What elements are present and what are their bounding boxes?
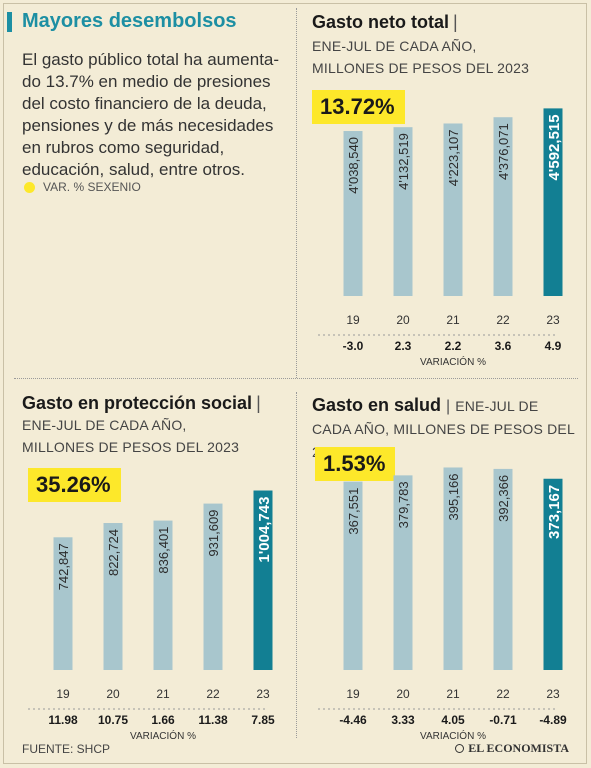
x-tick-label: 22 (496, 687, 510, 701)
bar-value-label: 4'376,071 (496, 123, 511, 180)
chart2-bars: 742,847 19 11.98 822,724 20 10.75 836,401 21 1.6… (28, 490, 275, 740)
main-title: Mayores desembolsos (22, 10, 237, 32)
variation-value: -4.89 (539, 713, 567, 727)
bar-value-label: 4'223,107 (446, 129, 461, 186)
x-tick-label: 21 (156, 687, 170, 701)
variation-value: 4.9 (545, 339, 562, 353)
bar-value-label: 1'004,743 (256, 497, 273, 563)
x-tick-label: 20 (396, 313, 410, 327)
x-tick-label: 19 (346, 687, 360, 701)
variation-value: -4.46 (339, 713, 367, 727)
x-tick-label: 21 (446, 687, 460, 701)
bar-value-label: 4'592,515 (546, 114, 563, 180)
x-tick-label: 22 (496, 313, 510, 327)
bar-value-label: 395,166 (446, 473, 461, 520)
x-tick-label: 22 (206, 687, 220, 701)
bar-value-label: 367,551 (346, 488, 361, 535)
chart3-bars: 367,551 19 -4.46 379,783 20 3.33 395,166 21 4.05… (318, 467, 567, 740)
bar-23 (543, 108, 563, 297)
bar-21 (443, 123, 463, 296)
variation-value: 10.75 (98, 713, 128, 727)
bar-value-label: 392,366 (496, 475, 511, 522)
panel-divider-horizontal (14, 378, 578, 379)
variation-value: -0.71 (489, 713, 517, 727)
variation-value: 2.2 (445, 339, 462, 353)
legend: VAR. % SEXENIO (24, 180, 141, 194)
bar-value-label: 742,847 (56, 543, 71, 590)
footer-source: FUENTE: SHCP (22, 742, 111, 756)
x-tick-label: 20 (106, 687, 120, 701)
bar-20 (103, 523, 123, 670)
bar-23 (253, 490, 273, 670)
bar-19 (343, 131, 363, 296)
bar-value-label: 379,783 (396, 481, 411, 528)
chart2-subtitle: ENE-JUL DE CADA AÑO, MILLONES DE PESOS D… (22, 417, 240, 455)
bar-23 (543, 478, 563, 670)
title-accent-bar (7, 12, 12, 32)
bar-22 (493, 468, 513, 670)
bar-20 (393, 475, 413, 670)
x-tick-label: 23 (546, 687, 560, 701)
legend-label: VAR. % SEXENIO (43, 180, 141, 194)
variation-value: 11.98 (48, 713, 78, 727)
x-tick-label: 23 (256, 687, 270, 701)
panel-divider-vertical-top (296, 8, 297, 378)
x-tick-label: 19 (56, 687, 70, 701)
chart1-subtitle: ENE-JUL DE CADA AÑO, MILLONES DE PESOS D… (312, 38, 530, 76)
infographic-frame (3, 3, 587, 764)
bar-value-label: 836,401 (156, 527, 171, 574)
variation-value: 7.85 (251, 713, 275, 727)
bar-value-label: 931,609 (206, 510, 221, 557)
variation-value: 3.33 (391, 713, 415, 727)
bar-value-label: 373,167 (546, 485, 563, 539)
legend-dot-icon (24, 181, 35, 193)
x-tick-label: 23 (546, 313, 560, 327)
x-tick-label: 21 (446, 313, 460, 327)
bar-value-label: 4'038,540 (346, 137, 361, 194)
brand-logo-icon (455, 744, 465, 753)
x-tick-label: 19 (346, 313, 360, 327)
intro-text: El gasto público total ha aumenta-do 13.… (22, 50, 280, 179)
panel-divider-vertical-bottom (296, 392, 297, 738)
bar-20 (393, 127, 413, 296)
chart2-badge: 35.26% (28, 468, 121, 502)
variation-value: 1.66 (151, 713, 175, 727)
bar-value-label: 822,724 (106, 529, 121, 576)
bar-value-label: 4'132,519 (396, 133, 411, 190)
footer-brand: EL ECONOMISTA (455, 741, 569, 756)
chart1-badge: 13.72% (312, 90, 405, 124)
chart3-title: Gasto en salud (312, 395, 442, 415)
variation-axis-label: VARIACIÓN % (420, 729, 486, 740)
bar-22 (203, 503, 223, 670)
variation-value: 2.3 (395, 339, 412, 353)
bar-19 (53, 537, 73, 670)
variation-axis-label: VARIACIÓN % (420, 355, 486, 366)
bar-21 (153, 520, 173, 670)
chart1-title: Gasto neto total | (312, 12, 458, 32)
chart3-badge: 1.53% (315, 447, 396, 481)
x-tick-label: 20 (396, 687, 410, 701)
variation-value: 4.05 (441, 713, 465, 727)
variation-value: -3.0 (343, 339, 364, 353)
variation-value: 11.38 (198, 713, 228, 727)
chart1-bars: 4'038,540 19 -3.0 4'132,519 20 2.3 4'223,107 21… (318, 108, 563, 366)
chart2-title: Gasto en protección social | (22, 393, 261, 413)
bar-22 (493, 117, 513, 296)
bar-21 (443, 467, 463, 670)
bar-19 (343, 481, 363, 670)
variation-value: 3.6 (495, 339, 512, 353)
variation-axis-label: VARIACIÓN % (130, 729, 196, 740)
